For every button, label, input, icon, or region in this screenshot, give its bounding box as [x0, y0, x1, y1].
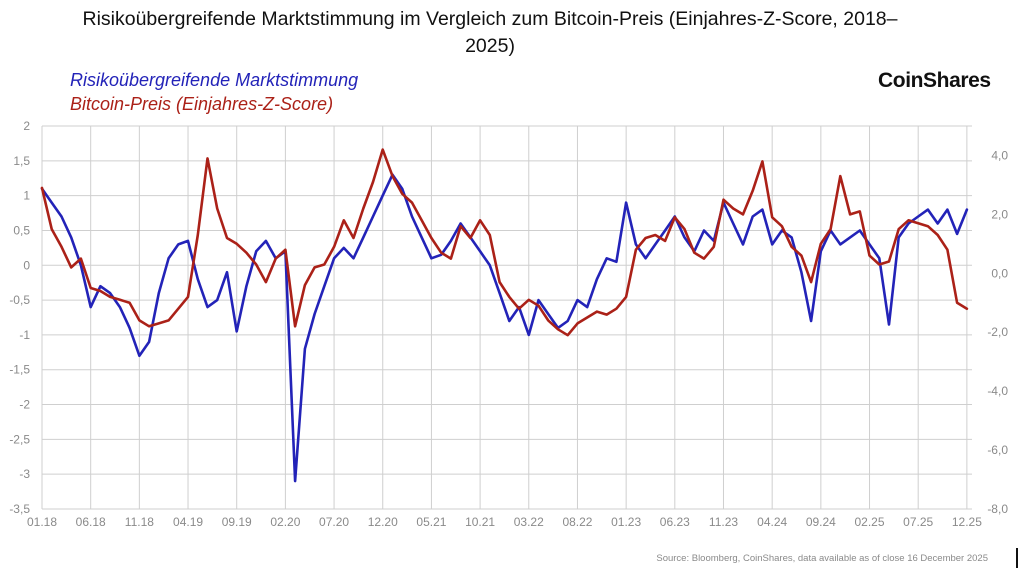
y-left-tick-label-7: -1,5	[9, 363, 30, 377]
x-tick-label-11: 08.22	[562, 515, 592, 529]
x-tick-label-17: 02.25	[855, 515, 885, 529]
x-tick-label-13: 06.23	[660, 515, 690, 529]
legend-item-bitcoin-label: Bitcoin-Preis (Einjahres-Z-Score)	[70, 94, 334, 114]
legend-item-bitcoin: Bitcoin-Preis (Einjahres-Z-Score)	[70, 92, 358, 116]
x-tick-label-10: 03.22	[514, 515, 544, 529]
chart-title: Risikoübergreifende Marktstimmung im Ver…	[82, 8, 898, 57]
series	[40, 148, 969, 483]
y-left-tick-label-0: 2	[23, 119, 30, 133]
y-left-tick-label-10: -3	[19, 467, 30, 481]
y-right-tick-label-4: -4,0	[987, 384, 1008, 398]
series-line-bitcoin	[40, 148, 969, 337]
x-tick-label-4: 09.19	[222, 515, 252, 529]
y-right-tick-label-5: -6,0	[987, 443, 1008, 457]
x-tick-label-16: 09.24	[806, 515, 836, 529]
y-right-tick-label-0: 4,0	[991, 148, 1008, 162]
y-left-tick-label-4: 0	[23, 258, 30, 272]
y-right-tick-label-3: -2,0	[987, 325, 1008, 339]
coinshares-logo: CoinShares	[878, 69, 991, 92]
y-left-tick-label-8: -2	[19, 398, 30, 412]
y-left-tick-label-5: -0,5	[9, 293, 30, 307]
y-right-tick-label-1: 2,0	[991, 207, 1008, 221]
x-tick-label-12: 01.23	[611, 515, 641, 529]
source-note: Source: Bloomberg, CoinShares, data avai…	[656, 553, 988, 564]
x-tick-label-5: 02.20	[270, 515, 300, 529]
x-tick-label-15: 04.24	[757, 515, 787, 529]
y-left-tick-label-2: 1	[23, 189, 30, 203]
x-tick-label-1: 06.18	[76, 515, 106, 529]
x-tick-label-8: 05.21	[416, 515, 446, 529]
x-tick-label-2: 11.18	[125, 515, 154, 529]
y-left-tick-label-11: -3,5	[9, 502, 30, 516]
legend-item-sentiment: Risikoübergreifende Marktstimmung	[70, 70, 359, 90]
edge-divider	[1016, 548, 1018, 568]
series-line-sentiment	[40, 173, 969, 483]
x-tick-label-18: 07.25	[903, 515, 933, 529]
x-tick-label-7: 12.20	[368, 515, 398, 529]
y-left-tick-label-3: 0,5	[13, 223, 30, 237]
x-tick-label-3: 04.19	[173, 515, 203, 529]
y-left-tick-label-9: -2,5	[9, 432, 30, 446]
x-tick-label-9: 10.21	[465, 515, 495, 529]
x-tick-label-14: 11.23	[709, 515, 738, 529]
grid	[41, 125, 972, 510]
y-right-tick-label-6: -8,0	[987, 502, 1008, 516]
x-tick-label-6: 07.20	[319, 515, 349, 529]
legend: Risikoübergreifende Marktstimmung Bitcoi…	[70, 68, 358, 116]
y-left-tick-label-6: -1	[19, 328, 30, 342]
y-left-tick-label-1: 1,5	[13, 154, 30, 168]
y-right-tick-label-2: 0,0	[991, 266, 1008, 280]
axis-ticks: 2 1,5 1 0,5 0 -0,5 -1 -1,5 -2 -2,5 -3 -3,501.18 06.1…	[9, 119, 1008, 529]
x-tick-label-19: 12.25	[952, 515, 982, 529]
x-tick-label-0: 01.18	[27, 515, 57, 529]
